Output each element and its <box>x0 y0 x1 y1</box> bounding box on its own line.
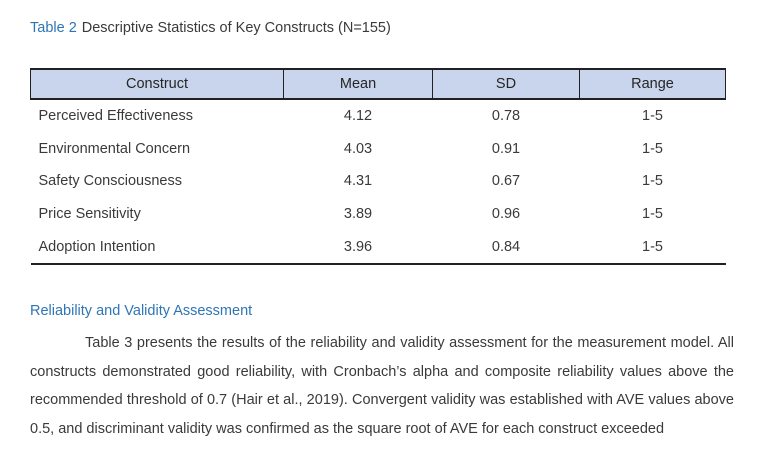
cell-range: 1-5 <box>642 140 663 157</box>
table-row: Price Sensitivity 3.89 0.96 1-5 <box>31 198 726 231</box>
table-row: Safety Consciousness 4.31 0.67 1-5 <box>31 165 726 198</box>
column-header-mean: Mean <box>283 68 433 100</box>
cell-mean: 4.12 <box>343 108 373 125</box>
cell-construct: Safety Consciousness <box>38 173 182 190</box>
column-header-range: Range <box>579 68 726 100</box>
table-caption-text: Descriptive Statistics of Key Constructs… <box>81 20 391 36</box>
cell-sd: 0.78 <box>491 108 521 125</box>
cell-range: 1-5 <box>579 230 726 265</box>
cell-construct: Environmental Concern <box>38 140 191 157</box>
body-paragraph: Table 3 presents the results of the reli… <box>30 335 734 437</box>
cell-sd: 0.91 <box>491 140 521 157</box>
table-caption: Table 2 Descriptive Statistics of Key Con… <box>30 20 391 36</box>
table-header-row: Construct Mean SD Range <box>30 68 726 100</box>
table-row: Environmental Concern 4.03 0.91 1-5 <box>31 133 726 166</box>
descriptive-statistics-table: Construct Mean SD Range Perceived Effect… <box>30 68 726 265</box>
table-row: Perceived Effectiveness 4.12 0.78 1-5 <box>31 99 726 133</box>
cell-sd: 0.96 <box>491 206 521 223</box>
cell-construct: Perceived Effectiveness <box>38 108 193 125</box>
cell-construct: Price Sensitivity <box>38 206 141 223</box>
cell-range: 1-5 <box>642 206 663 223</box>
cell-mean: 4.31 <box>343 173 373 190</box>
column-header-construct: Construct <box>30 68 284 100</box>
table-caption-label: Table 2 <box>30 20 77 36</box>
cell-sd: 0.84 <box>432 230 580 265</box>
cell-mean: 3.89 <box>343 206 373 223</box>
cell-range: 1-5 <box>642 108 663 125</box>
cell-sd: 0.67 <box>491 173 521 190</box>
table-row: Adoption Intention 3.96 0.84 1-5 <box>30 230 726 265</box>
cell-mean: 4.03 <box>343 140 373 157</box>
cell-construct: Adoption Intention <box>30 230 284 265</box>
section-heading: Reliability and Validity Assessment <box>30 303 253 319</box>
cell-mean: 3.96 <box>283 230 433 265</box>
column-header-sd: SD <box>432 68 580 100</box>
cell-range: 1-5 <box>642 173 663 190</box>
